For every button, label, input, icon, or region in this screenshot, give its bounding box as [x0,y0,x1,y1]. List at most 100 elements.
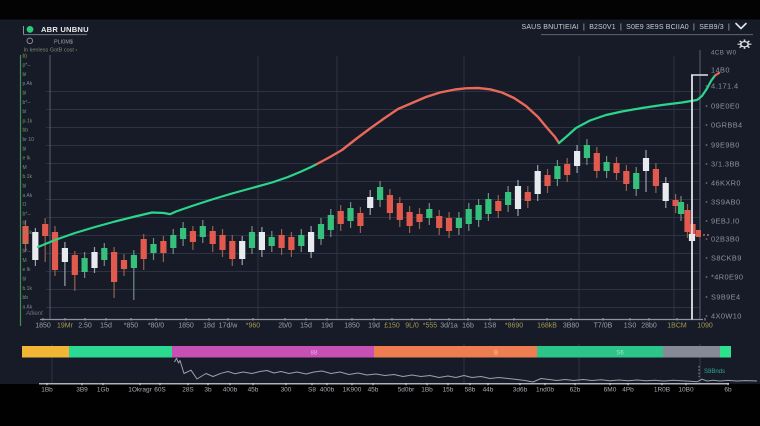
svg-text:1090: 1090 [697,323,713,330]
svg-text:4.171.4: 4.171.4 [711,81,738,90]
svg-text:6M0: 6M0 [604,387,617,394]
svg-text:br 10: br 10 [23,137,35,143]
svg-text:2b/0: 2b/0 [278,323,292,330]
svg-text:19Mr: 19Mr [57,323,74,330]
svg-text:400b: 400b [223,387,238,394]
svg-text:M: M [23,165,27,171]
svg-text:1K900: 1K900 [343,387,362,394]
svg-text:p*--: p*-- [23,63,31,69]
svg-text:b*--: b*-- [23,100,31,106]
svg-text:T7/0B: T7/0B [594,323,613,330]
svg-text:9EBJ.I0: 9EBJ.I0 [711,216,740,225]
svg-text:bb: bb [23,239,29,245]
svg-text:*850: *850 [124,323,139,330]
svg-text:1850: 1850 [344,323,360,330]
svg-text:1Gb: 1Gb [97,387,110,394]
svg-text:Atlient: Atlient [25,311,43,317]
svg-text:4CB W0: 4CB W0 [711,49,737,56]
svg-text:b*--: b*-- [23,249,31,255]
svg-text:bl: bl [23,146,27,152]
svg-text:ABR UNBNU: ABR UNBNU [41,25,89,34]
svg-text:45b: 45b [248,387,259,394]
svg-text:*555: *555 [423,323,438,330]
svg-text:M: M [23,258,27,264]
svg-text:99E9B0: 99E9B0 [711,140,740,149]
svg-text:1850: 1850 [178,323,194,330]
svg-text:18d: 18d [203,323,215,330]
svg-text:£150: £150 [384,323,400,330]
svg-text:5d0br: 5d0br [398,387,415,394]
svg-text:3b: 3b [204,387,212,394]
svg-text:16b: 16b [462,323,474,330]
svg-text:1Okragr: 1Okragr [128,387,152,394]
svg-text:9L/0: 9L/0 [405,323,419,330]
svg-text:400b: 400b [320,387,335,394]
svg-text:*80/0: *80/0 [148,323,164,330]
svg-text:S6: S6 [616,351,624,357]
svg-text:14B0: 14B0 [711,65,730,74]
svg-text:bb: bb [23,128,29,134]
svg-text:300: 300 [281,387,292,394]
svg-text:09E0E0: 09E0E0 [711,101,740,110]
svg-text:e Ik: e Ik [23,156,32,162]
svg-text:1S0: 1S0 [624,323,637,330]
svg-text:15d: 15d [300,323,312,330]
svg-text:a Ak: a Ak [23,304,33,310]
svg-text:15b: 15b [443,387,454,394]
svg-text:4Pb: 4Pb [622,387,634,394]
svg-text:1BCM: 1BCM [667,323,687,330]
svg-text:bb: bb [23,295,29,301]
svg-text:3S9AB0: 3S9AB0 [711,197,741,206]
svg-text:46KXR0: 46KXR0 [711,178,741,187]
svg-text:b*--: b*-- [23,211,31,217]
svg-text:3d/1a: 3d/1a [440,323,458,330]
svg-text:60S: 60S [154,387,166,394]
svg-text:19d: 19d [368,323,380,330]
svg-text:10B0: 10B0 [678,387,694,394]
svg-text:1nd0b: 1nd0b [536,387,554,394]
svg-text:1R0B: 1R0B [654,387,670,394]
svg-text:S8CKB9: S8CKB9 [711,253,742,262]
svg-text:3B80: 3B80 [563,323,579,330]
svg-text:168kB: 168kB [537,323,557,330]
svg-text:O: O [23,202,27,208]
svg-text:S8Bnds: S8Bnds [704,369,725,375]
svg-text:bl: bl [23,109,27,115]
svg-text:17d/w: 17d/w [219,323,239,330]
svg-text:b): b) [23,53,28,59]
svg-text:*8690: *8690 [505,323,523,330]
svg-text:p-1k: p-1k [23,118,33,124]
svg-text:b.1k: b.1k [23,174,33,180]
svg-text:bl: bl [23,221,27,227]
svg-text:p Ak: p Ak [23,81,33,87]
svg-text:1850: 1850 [35,323,51,330]
svg-text:44b: 44b [483,387,494,394]
svg-text:1Bb: 1Bb [421,387,433,394]
svg-text:SAUS BNUTIEIAI | B2S0V1 |: SAUS BNUTIEIAI | B2S0V1 | S0E9 3E9S BCII… [522,24,731,31]
svg-text:e Ik: e Ik [23,267,32,273]
svg-text:62b: 62b [570,387,581,394]
svg-text:S8: S8 [308,387,316,394]
svg-text:PLI0M$: PLI0M$ [54,39,73,45]
svg-text:4X0W10: 4X0W10 [711,311,742,320]
svg-text:a Ak: a Ak [23,193,33,199]
svg-text:2.50: 2.50 [78,323,92,330]
svg-text:02B3B0: 02B3B0 [711,234,740,243]
svg-text:58b: 58b [465,387,476,394]
svg-text:28b0: 28b0 [641,323,657,330]
svg-text:0GRBB4: 0GRBB4 [711,120,743,129]
svg-text:*4R0E90: *4R0E90 [711,272,743,281]
svg-text:3B9: 3B9 [76,387,88,394]
svg-text:3d6b: 3d6b [513,387,528,394]
svg-text:bl: bl [23,91,27,97]
svg-text:p 1k: p 1k [23,230,33,236]
svg-text:b.1k: b.1k [23,286,33,292]
svg-text:88: 88 [311,351,318,357]
svg-text:1S8: 1S8 [484,323,497,330]
svg-text:6b: 6b [724,387,732,394]
svg-text:bl: bl [23,184,27,190]
svg-text:15d: 15d [100,323,112,330]
svg-text:19d: 19d [321,323,333,330]
svg-text:3/1.3BB: 3/1.3BB [711,159,740,168]
svg-text:1Bb: 1Bb [41,387,53,394]
